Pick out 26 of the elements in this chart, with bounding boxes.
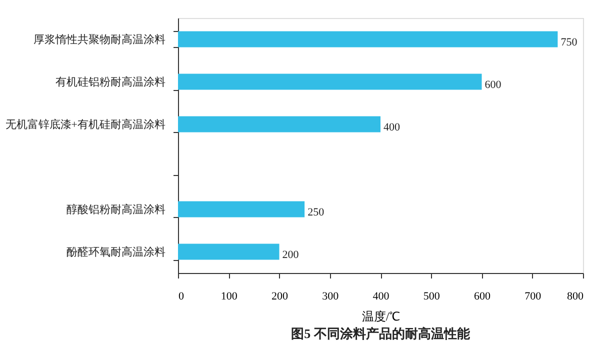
- x-tick-label: 700: [524, 290, 542, 302]
- y-tick-label: 厚浆惰性共聚物耐高温涂料: [34, 32, 166, 46]
- x-tick-label: 100: [220, 290, 238, 302]
- x-tick-label: 800: [567, 290, 584, 302]
- x-tick-label: 200: [272, 290, 288, 302]
- x-tick-label: 0: [178, 290, 184, 302]
- data-label: 600: [484, 78, 502, 91]
- data-label: 750: [560, 36, 578, 48]
- x-tick-label: 500: [423, 290, 440, 302]
- x-tick-label: 600: [474, 290, 491, 302]
- x-axis-title: 温度/℃: [362, 310, 400, 324]
- bar: [178, 31, 558, 48]
- x-tick-label: 400: [372, 290, 390, 302]
- bar: [178, 116, 380, 132]
- bar: [178, 74, 482, 90]
- caption: 图5 不同涂料产品的耐高温性能: [291, 326, 471, 341]
- x-tick-label: 300: [322, 290, 340, 302]
- data-label: 200: [282, 248, 300, 261]
- data-label: 400: [384, 121, 400, 134]
- data-label: 250: [308, 206, 325, 218]
- y-tick-label: 醇酸铝粉耐高温涂料: [66, 202, 166, 216]
- bar: [178, 201, 305, 218]
- y-tick-label: 无机富锌底漆+有机硅耐高温涂料: [5, 118, 166, 131]
- bar: [178, 244, 280, 260]
- y-tick-label: 酚醛环氧耐高温涂料: [66, 245, 166, 258]
- y-tick-label: 有机硅铝粉耐高温涂料: [56, 75, 166, 88]
